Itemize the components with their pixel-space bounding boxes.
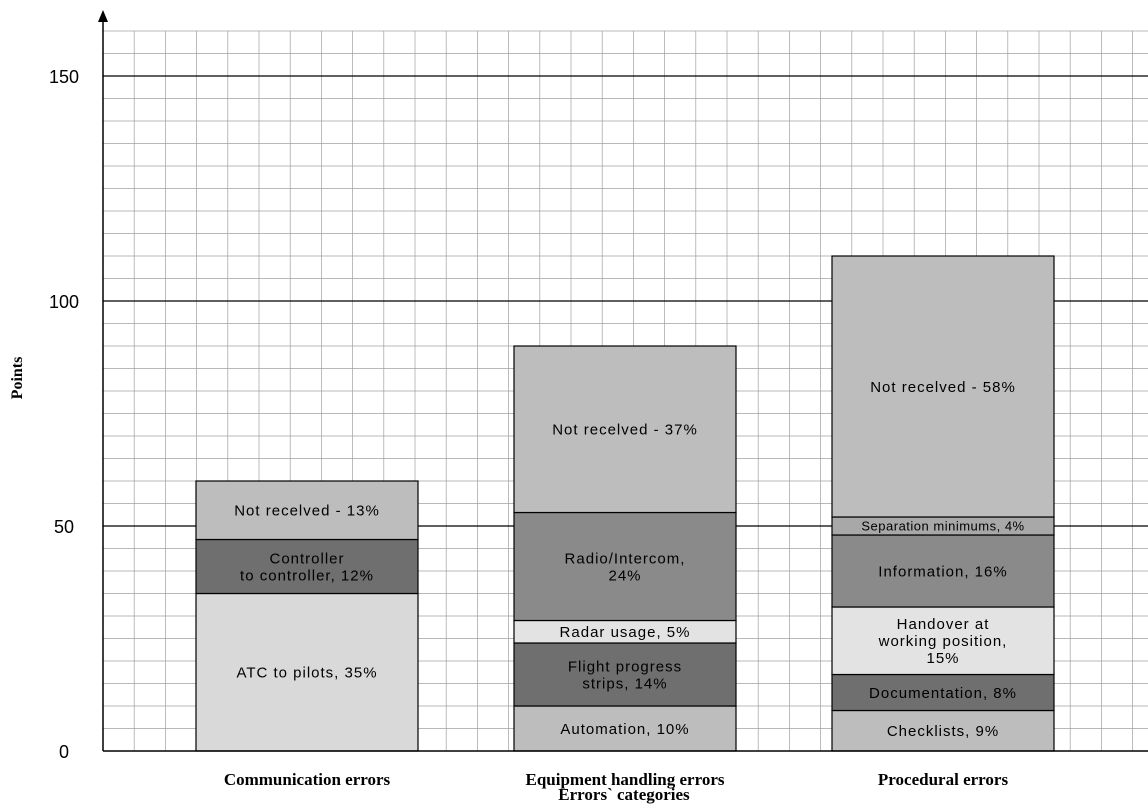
bar-segment (831, 673, 1055, 712)
segment-label: Documentation, 8% (869, 685, 1017, 702)
bar-segment (831, 606, 1055, 676)
y-tick-label: 100 (49, 292, 79, 312)
segment-label: Information, 16% (878, 563, 1007, 580)
bar-segment (513, 705, 737, 752)
y-tick-label: 150 (49, 67, 79, 87)
bar-segment (513, 642, 737, 707)
category-label: Communication errors (224, 770, 391, 789)
bar-segment (831, 255, 1055, 518)
x-axis-title: Errors` categories (558, 785, 690, 804)
y-tick-labels: 0 50 100 150 (49, 67, 79, 762)
y-tick-label: 0 (59, 742, 69, 762)
y-axis-title: Points (9, 357, 26, 400)
segment-label: Radar usage, 5% (560, 624, 691, 641)
segment-label: Automation, 10% (560, 721, 689, 738)
bar-segment (195, 592, 419, 752)
category-label: Equipment handling errors (525, 770, 724, 789)
y-tick-label: 50 (54, 517, 74, 537)
segment-label: Not recelved - 58% (870, 379, 1016, 396)
segment-label: Controller to controller, 12% (240, 550, 374, 584)
y-axis-arrow-icon (98, 10, 108, 22)
axes (98, 10, 1148, 752)
segment-label: Separation minimums, 4% (861, 519, 1024, 534)
segment-label: Not recelved - 37% (552, 422, 698, 439)
bar-segment (831, 534, 1055, 608)
segment-label: ATC to pilots, 35% (236, 665, 377, 682)
bar-segment (513, 511, 737, 622)
bar-segment (513, 345, 737, 514)
segment-label: Checklists, 9% (887, 723, 999, 740)
category-labels: Communication errors Equipment handling e… (224, 770, 1009, 789)
bar-segment (195, 538, 419, 595)
bar-segment (195, 480, 419, 541)
segment-label: Handover at working position, 15% (878, 616, 1008, 667)
segment-label: Flight progress strips, 14% (568, 658, 682, 692)
segment-label: Not recelved - 13% (234, 503, 380, 520)
bars: ATC to pilots, 35% Controller to controlle… (195, 255, 1055, 752)
segment-label: Radio/Intercom, 24% (565, 550, 686, 584)
category-label: Procedural errors (878, 770, 1009, 789)
